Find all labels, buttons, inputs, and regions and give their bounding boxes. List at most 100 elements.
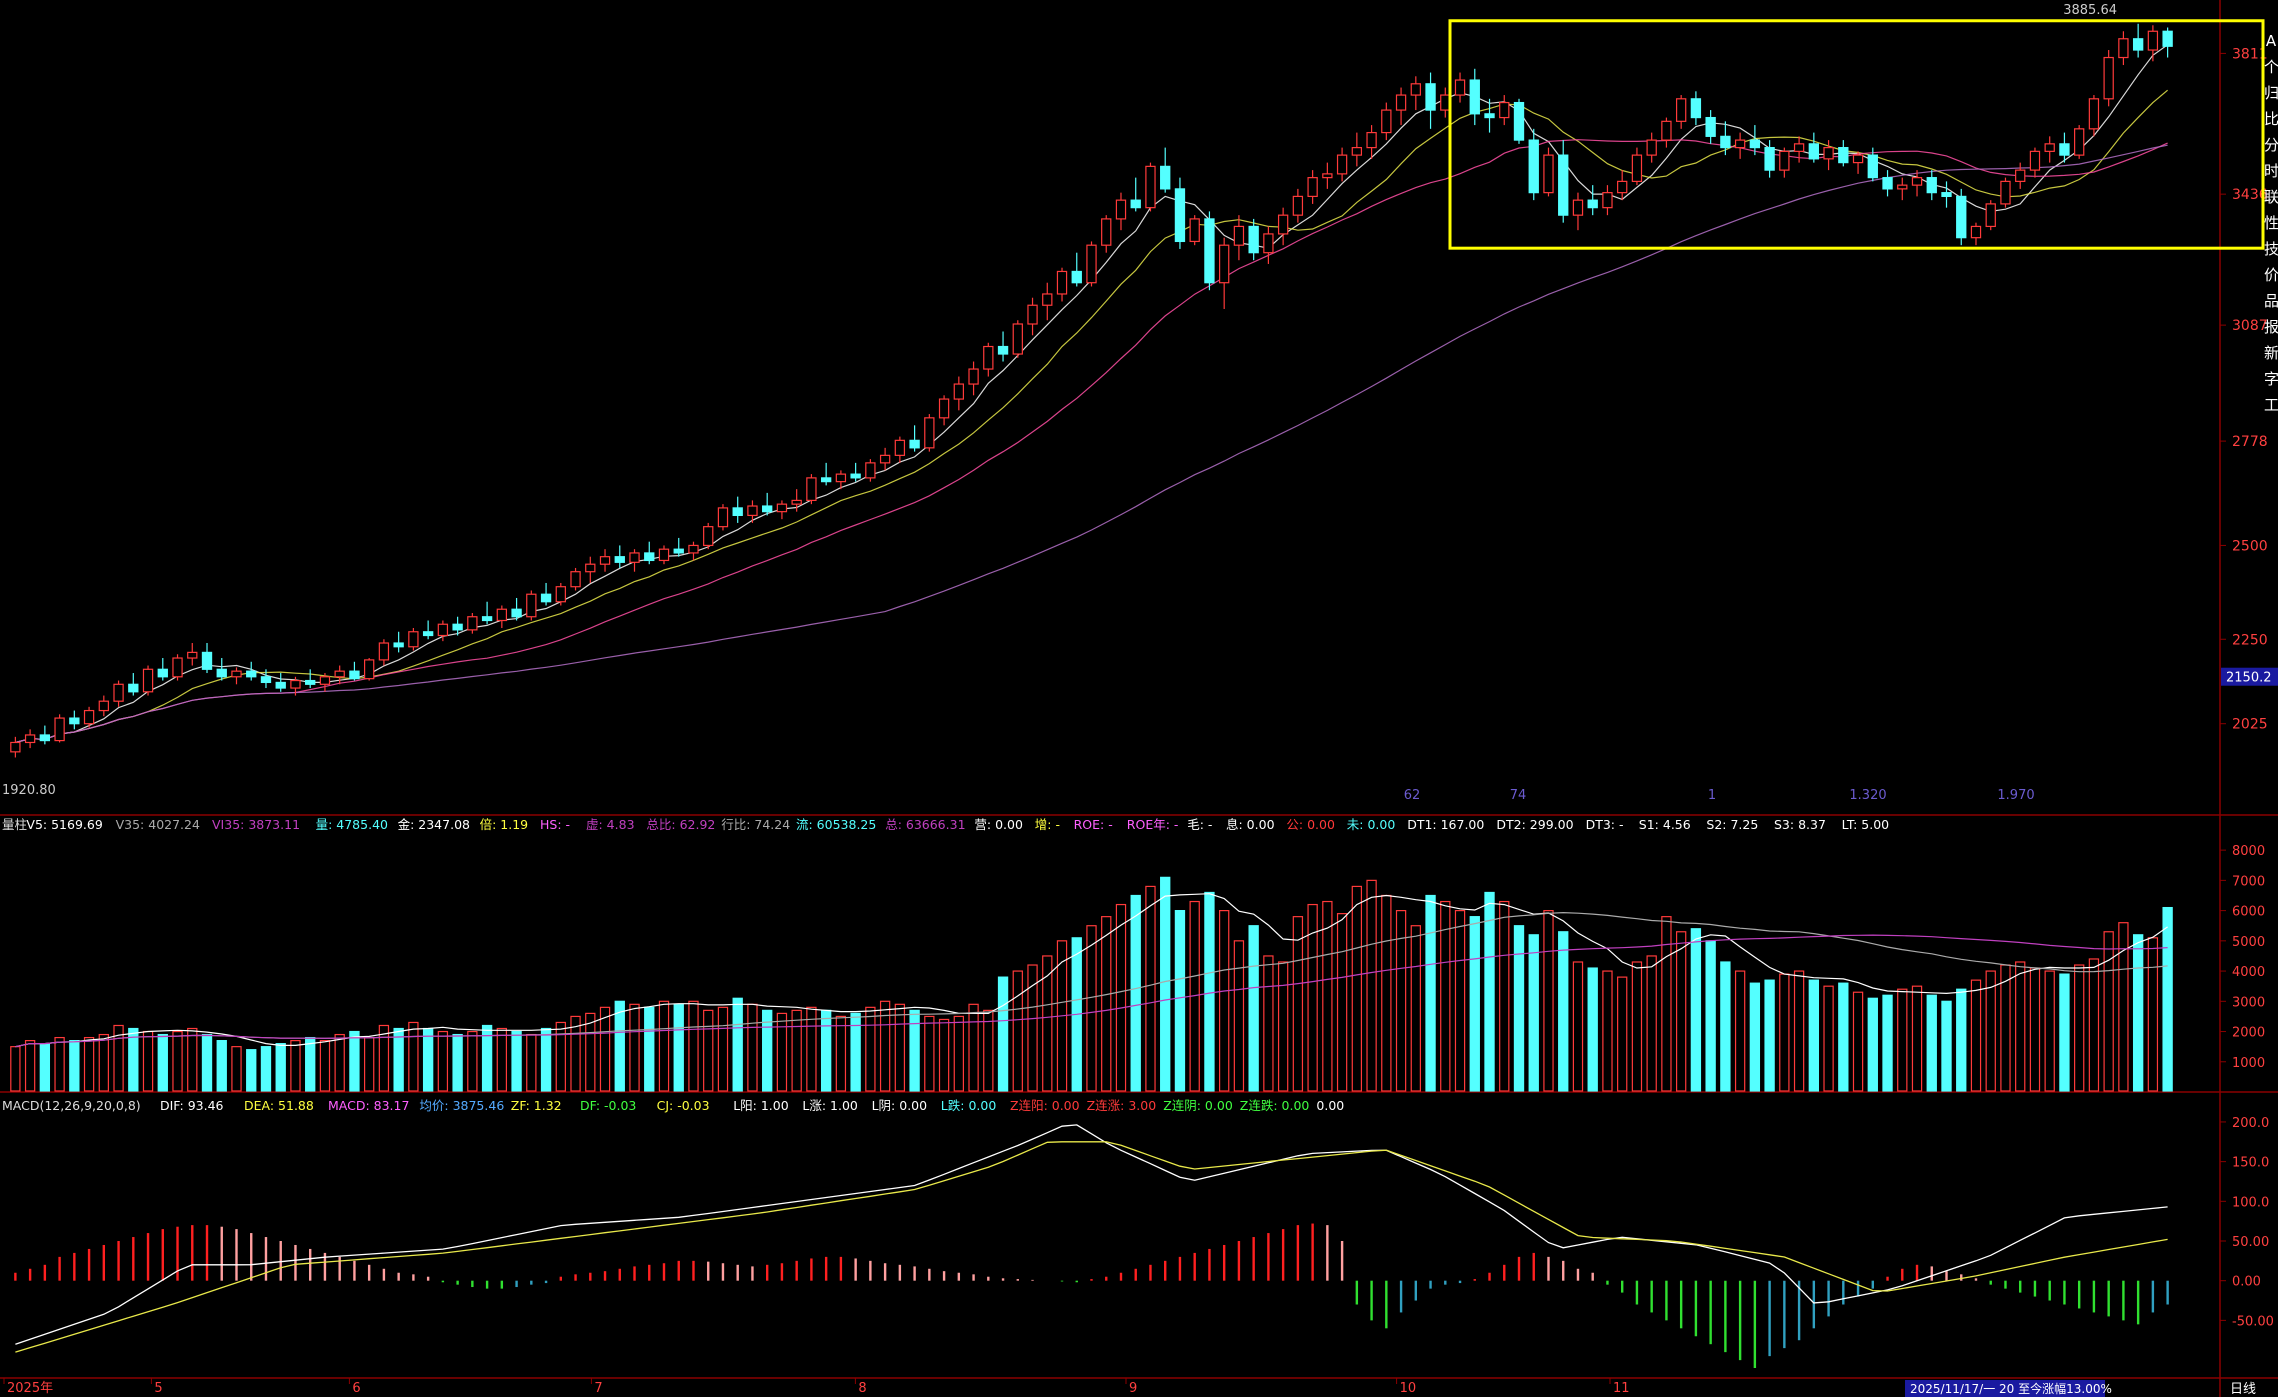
volume-bar-up <box>688 1000 699 1092</box>
candle-up <box>1793 143 1805 152</box>
candle-up <box>1056 270 1068 295</box>
volume-bar-down <box>260 1046 272 1092</box>
volume-bar-down <box>1513 925 1525 1092</box>
volume-bar-up <box>1101 916 1112 1092</box>
macd-tick-label: 200.0 <box>2232 1116 2269 1131</box>
volume-bar-up <box>1631 961 1643 1092</box>
candle-down <box>1174 188 1186 243</box>
volume-bar-down <box>732 997 743 1092</box>
right-tab-label[interactable]: 报 <box>2264 318 2278 336</box>
right-tab-label[interactable]: 新 <box>2264 344 2278 362</box>
x-axis-label: 7 <box>594 1381 602 1396</box>
volume-bar-up <box>1734 970 1746 1092</box>
right-tab-label[interactable]: 字 <box>2264 370 2278 388</box>
highlight-box <box>1448 19 2265 250</box>
volume-bar-down <box>850 1012 861 1092</box>
candle-up <box>496 608 508 622</box>
volume-bar-down <box>1838 982 1849 1092</box>
candle-up <box>1086 244 1097 284</box>
volume-bar-up <box>1970 979 1982 1092</box>
candle-down <box>1528 139 1539 194</box>
candle-down <box>909 439 920 449</box>
volume-header-item: V35: 4027.24 <box>116 817 200 832</box>
volume-bar-up <box>791 1009 802 1092</box>
candle-down <box>216 668 227 678</box>
volume-bar-down <box>673 1003 684 1092</box>
volume-bar-up <box>1219 910 1230 1092</box>
right-tab-label[interactable]: 技 <box>2264 240 2278 258</box>
lower-text-marker: 1.320 <box>1849 788 1886 803</box>
volume-bar-up <box>437 1030 449 1092</box>
right-tab-label[interactable]: 个 <box>2264 58 2278 76</box>
right-tab-label[interactable]: 比 <box>2264 110 2278 128</box>
volume-bar-up <box>983 1009 994 1092</box>
right-tab-label[interactable]: 联 <box>2264 188 2278 206</box>
volume-bar-down <box>39 1043 51 1092</box>
macd-header-item: L涨: 1.00 <box>802 1098 858 1113</box>
volume-header-item: 总比: 62.92 <box>646 817 715 832</box>
right-tab-label[interactable]: 价 <box>2264 266 2278 284</box>
candle-up <box>408 631 419 648</box>
candle-down <box>2132 38 2144 51</box>
volume-bar-up <box>938 1018 950 1092</box>
candle-up <box>1734 139 1746 149</box>
candle-down <box>1882 177 1893 190</box>
candle-up <box>1543 154 1554 194</box>
candle-up <box>1307 177 1318 197</box>
volume-header-item: 金: 2347.08 <box>398 817 470 832</box>
x-axis-label: 11 <box>1613 1381 1630 1396</box>
macd-header-item: Z连涨: 3.00 <box>1087 1098 1157 1113</box>
macd-header-item: DEA: 51.88 <box>244 1098 314 1113</box>
volume-bar-up <box>1911 985 1923 1092</box>
candle-down <box>260 676 272 684</box>
right-tab-label[interactable]: 归 <box>2264 84 2278 102</box>
right-tab-label[interactable]: 性 <box>2264 214 2278 232</box>
period-info-badge <box>1905 1380 2105 1397</box>
volume-bar-down <box>2059 973 2070 1092</box>
volume-header-item: 虚: 4.83 <box>586 817 635 832</box>
candle-up <box>467 616 478 631</box>
candle-down <box>1513 101 1525 141</box>
candle-up <box>1101 218 1112 246</box>
volume-bar-down <box>69 1040 80 1092</box>
x-axis-label: 5 <box>154 1381 162 1396</box>
volume-bar-down <box>1882 994 1893 1092</box>
volume-bar-down <box>1174 910 1186 1092</box>
macd-tick-label: -50.00 <box>2232 1314 2274 1329</box>
candle-up <box>865 462 876 479</box>
volume-bar-down <box>644 1006 655 1092</box>
current-price-badge <box>2221 667 2278 686</box>
volume-bar-down <box>422 1027 434 1092</box>
candle-up <box>1911 177 1923 186</box>
macd-header-item: ZF: 1.32 <box>511 1098 562 1113</box>
right-tab-label[interactable]: 分 <box>2264 136 2278 154</box>
candle-down <box>422 631 434 637</box>
candle-up <box>1661 120 1672 141</box>
volume-bar-down <box>762 1009 773 1092</box>
candle-up <box>688 544 699 554</box>
volume-header-item: S3: 8.37 <box>1774 817 1826 832</box>
candle-up <box>1219 244 1230 284</box>
volume-bar-down <box>909 1009 920 1092</box>
volume-bar-up <box>113 1024 124 1092</box>
right-tab-label[interactable]: 时 <box>2264 162 2278 180</box>
volume-tick-label: 6000 <box>2232 905 2265 920</box>
volume-bar-up <box>187 1027 198 1092</box>
candle-down <box>1867 154 1878 179</box>
candle-down <box>1160 165 1171 190</box>
candle-up <box>334 670 345 678</box>
volume-bar-up <box>1897 988 1908 1092</box>
candle-up <box>1189 218 1200 243</box>
volume-bar-up <box>83 1036 95 1092</box>
price-tick-label: 3436 <box>2232 187 2268 203</box>
volume-bar-up <box>1042 955 1053 1092</box>
right-tab-label[interactable]: 工 <box>2264 396 2278 414</box>
candle-up <box>2103 56 2114 100</box>
right-tab-label[interactable]: 品 <box>2264 292 2278 310</box>
candle-up <box>983 345 994 370</box>
volume-bar-down <box>349 1030 360 1092</box>
price-tick-label: 2250 <box>2232 632 2268 648</box>
right-tab-label[interactable]: A <box>2265 32 2277 50</box>
